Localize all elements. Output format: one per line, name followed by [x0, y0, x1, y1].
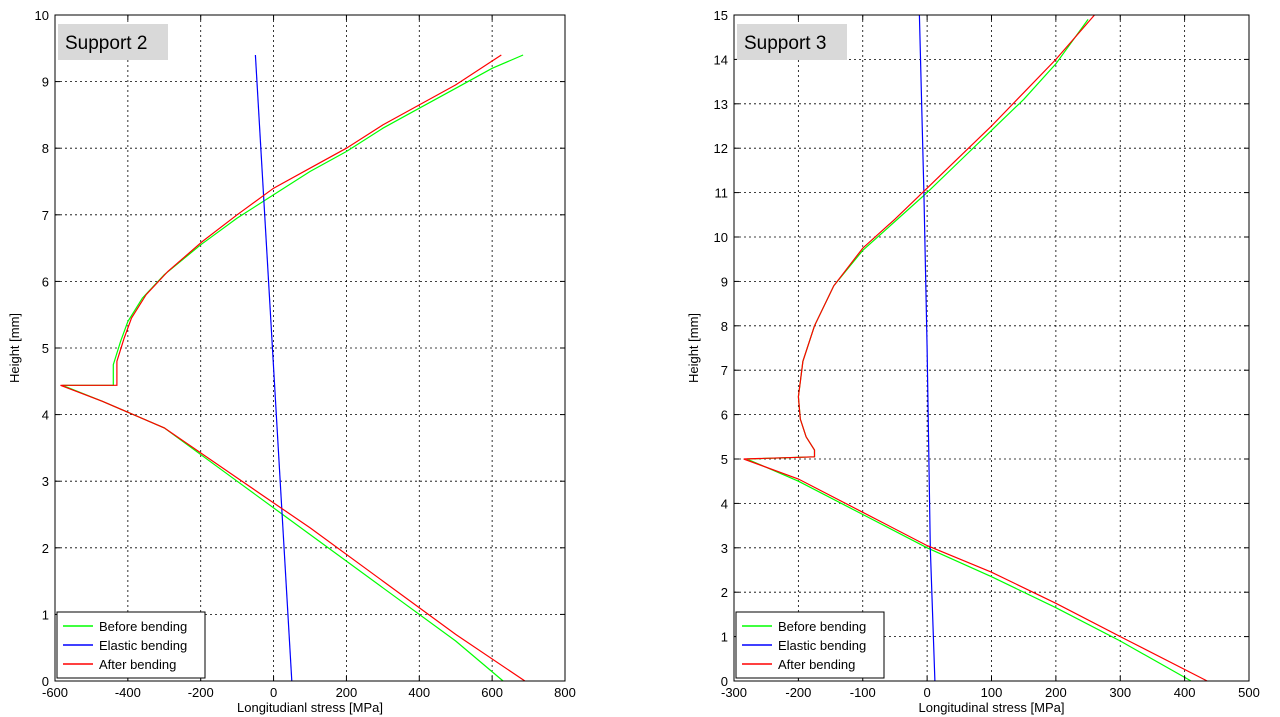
x-tick-label: 400: [1174, 685, 1196, 700]
chart-title-box: [737, 24, 847, 60]
chart-title: Support 3: [744, 33, 826, 54]
x-tick-label: 0: [270, 685, 277, 700]
legend-entry: Before bending: [99, 619, 187, 634]
y-tick-label: 15: [714, 8, 728, 23]
y-tick-label: 3: [721, 541, 728, 556]
x-tick-label: -200: [785, 685, 811, 700]
series-line-elastic-bending: [918, 14, 936, 682]
legend-entry: Before bending: [778, 619, 866, 634]
x-tick-label: -300: [721, 685, 747, 700]
y-tick-label: 8: [42, 141, 49, 156]
y-tick-label: 10: [714, 230, 728, 245]
y-tick-label: 6: [721, 408, 728, 423]
series-line-before-bending: [62, 54, 524, 682]
y-tick-label: 3: [42, 474, 49, 489]
x-axis-label: Longitudianl stress [MPa]: [237, 700, 383, 715]
x-tick-label: -400: [115, 685, 141, 700]
y-tick-label: 9: [42, 75, 49, 90]
chart-title-box: [58, 24, 168, 60]
y-tick-label: 1: [42, 607, 49, 622]
y-tick-label: 4: [42, 408, 49, 423]
y-tick-label: 10: [35, 8, 49, 23]
legend-entry: Elastic bending: [778, 638, 866, 653]
x-tick-label: -600: [42, 685, 68, 700]
x-tick-label: 800: [554, 685, 576, 700]
y-tick-label: 0: [721, 674, 728, 689]
y-tick-label: 7: [721, 363, 728, 378]
y-axis-label: Height [mm]: [686, 313, 701, 383]
x-tick-label: 0: [924, 685, 931, 700]
y-tick-label: 13: [714, 97, 728, 112]
y-axis-label: Height [mm]: [7, 313, 22, 383]
y-tick-label: 14: [714, 52, 728, 67]
x-tick-label: -200: [188, 685, 214, 700]
y-tick-label: 4: [721, 496, 728, 511]
x-axis-label: Longitudinal stress [MPa]: [919, 700, 1065, 715]
x-tick-label: 300: [1109, 685, 1131, 700]
y-tick-label: 12: [714, 141, 728, 156]
x-tick-label: 200: [336, 685, 358, 700]
y-tick-label: 2: [42, 541, 49, 556]
y-tick-label: 2: [721, 585, 728, 600]
y-tick-label: 5: [42, 341, 49, 356]
legend-entry: Elastic bending: [99, 638, 187, 653]
y-tick-label: 8: [721, 319, 728, 334]
chart-panel-3: -300 -200 -100 0 100 200 300 400 500012345678910…: [686, 8, 1260, 715]
y-tick-label: 9: [721, 274, 728, 289]
series-line-after-bending: [743, 14, 1208, 682]
series-line-elastic-bending: [254, 54, 293, 682]
x-tick-label: 200: [1045, 685, 1067, 700]
x-tick-label: 600: [481, 685, 503, 700]
y-tick-label: 1: [721, 630, 728, 645]
y-tick-label: 7: [42, 208, 49, 223]
x-tick-label: -100: [850, 685, 876, 700]
x-tick-label: 100: [981, 685, 1003, 700]
x-tick-label: 500: [1238, 685, 1260, 700]
series-line-after-bending: [60, 54, 526, 682]
y-tick-label: 0: [42, 674, 49, 689]
legend-entry: After bending: [99, 657, 176, 672]
y-tick-label: 6: [42, 274, 49, 289]
x-tick-label: 400: [408, 685, 430, 700]
y-tick-label: 11: [715, 186, 729, 201]
legend-entry: After bending: [778, 657, 855, 672]
chart-panel-2: -600 -400 -200 0 200 400 600 800 0 1 2 3 4 5 6 7 8 9 10 Lon…: [7, 8, 576, 715]
chart-title: Support 2: [65, 33, 147, 54]
y-tick-label: 5: [721, 452, 728, 467]
